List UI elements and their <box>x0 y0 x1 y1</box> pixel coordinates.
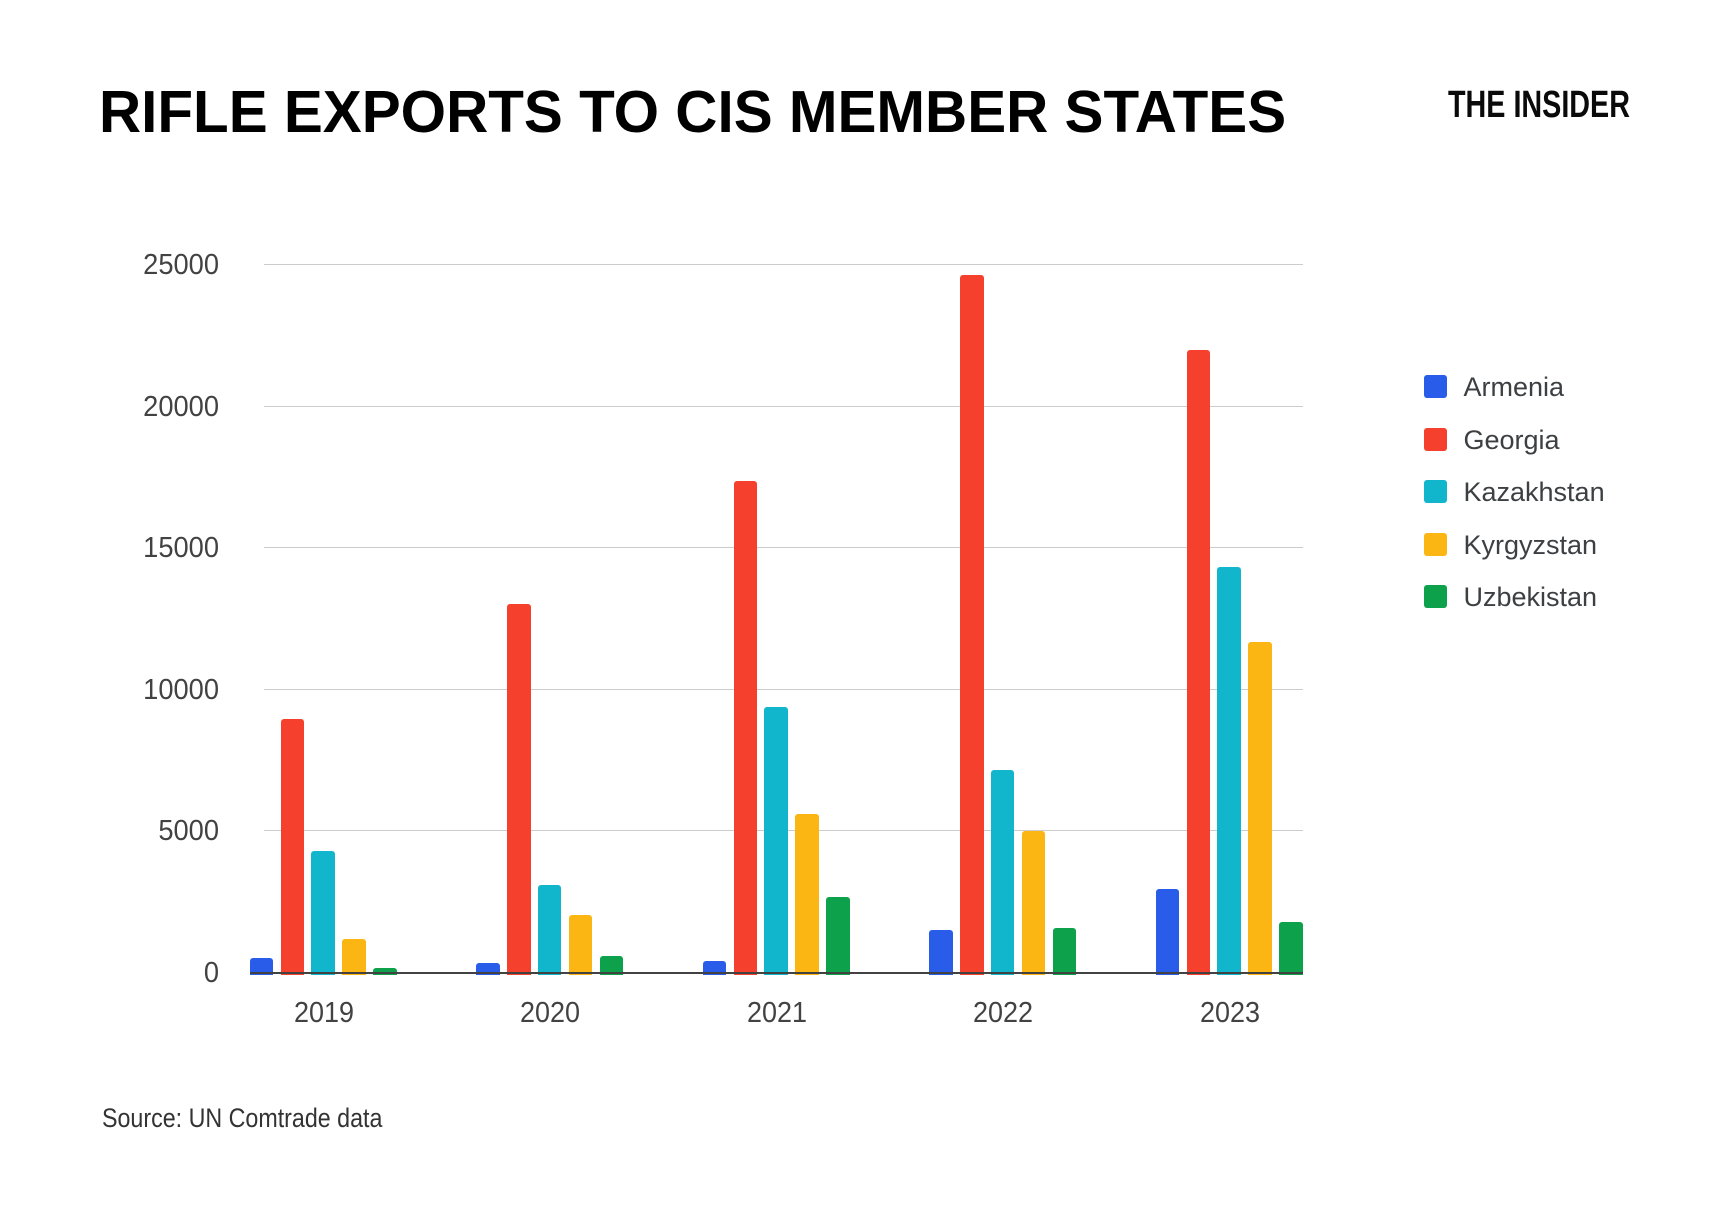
bar-2023-kyrgyzstan <box>1248 642 1272 975</box>
legend-label-uzbekistan: Uzbekistan <box>1463 582 1598 612</box>
gridline-15000 <box>264 547 1303 549</box>
legend-swatch-armenia <box>1424 375 1447 398</box>
bar-2020-kyrgyzstan <box>568 915 593 975</box>
bar-2019-armenia <box>249 958 274 975</box>
bar-2021-armenia <box>702 961 727 975</box>
bar-2020-uzbekistan <box>599 956 624 975</box>
gridline-10000 <box>264 688 1303 690</box>
bar-2022-uzbekistan <box>1052 928 1077 975</box>
bar-2020-kazakhstan <box>537 885 562 975</box>
bar-2023-armenia <box>1155 889 1180 975</box>
y-axis-tick-20000: 20000 <box>142 390 219 423</box>
y-axis-tick-10000: 10000 <box>142 673 219 706</box>
y-axis-tick-5000: 5000 <box>157 815 219 848</box>
bar-2019-kazakhstan <box>311 850 335 975</box>
gridline-25000 <box>264 264 1303 266</box>
x-axis-tick-2022: 2022 <box>972 996 1033 1029</box>
x-axis-tick-2019: 2019 <box>293 996 354 1029</box>
x-axis-tick-2021: 2021 <box>746 996 807 1029</box>
gridline-20000 <box>264 405 1303 407</box>
legend-label-kazakhstan: Kazakhstan <box>1463 477 1605 507</box>
legend-label-georgia: Georgia <box>1463 424 1560 455</box>
y-axis-tick-25000: 25000 <box>142 249 219 282</box>
bar-2022-georgia <box>960 275 984 975</box>
bar-2021-uzbekistan <box>826 897 850 975</box>
legend-swatch-uzbekistan <box>1424 585 1447 608</box>
legend-swatch-kyrgyzstan <box>1424 532 1447 556</box>
bar-2023-georgia <box>1186 350 1211 975</box>
bar-2021-kazakhstan <box>764 707 788 975</box>
bar-2021-kyrgyzstan <box>795 813 819 975</box>
x-axis-tick-2020: 2020 <box>519 996 580 1029</box>
y-axis-tick-0: 0 <box>203 957 219 989</box>
legend-swatch-georgia <box>1424 427 1447 451</box>
x-axis-tick-2023: 2023 <box>1199 996 1260 1029</box>
legend-label-armenia: Armenia <box>1463 372 1565 402</box>
chart-title: RIFLE EXPORTS TO CIS MEMBER STATES <box>99 79 1287 145</box>
bar-2019-kyrgyzstan <box>342 939 366 975</box>
bar-2021-georgia <box>733 480 758 975</box>
legend-swatch-kazakhstan <box>1424 480 1447 503</box>
legend-label-kyrgyzstan: Kyrgyzstan <box>1463 529 1598 560</box>
x-axis-line <box>250 971 1303 974</box>
bar-2022-kazakhstan <box>990 769 1015 975</box>
bar-2019-georgia <box>280 719 305 975</box>
bar-2020-georgia <box>507 603 531 975</box>
bar-2023-uzbekistan <box>1279 922 1303 975</box>
brand-logo: THE INSIDER <box>1447 83 1630 126</box>
bar-2022-armenia <box>929 930 953 975</box>
y-axis-tick-15000: 15000 <box>142 532 219 565</box>
bar-2023-kazakhstan <box>1217 566 1241 975</box>
bar-2022-kyrgyzstan <box>1021 830 1046 975</box>
source-note: Source: UN Comtrade data <box>101 1103 382 1133</box>
bar-2019-uzbekistan <box>373 967 397 975</box>
